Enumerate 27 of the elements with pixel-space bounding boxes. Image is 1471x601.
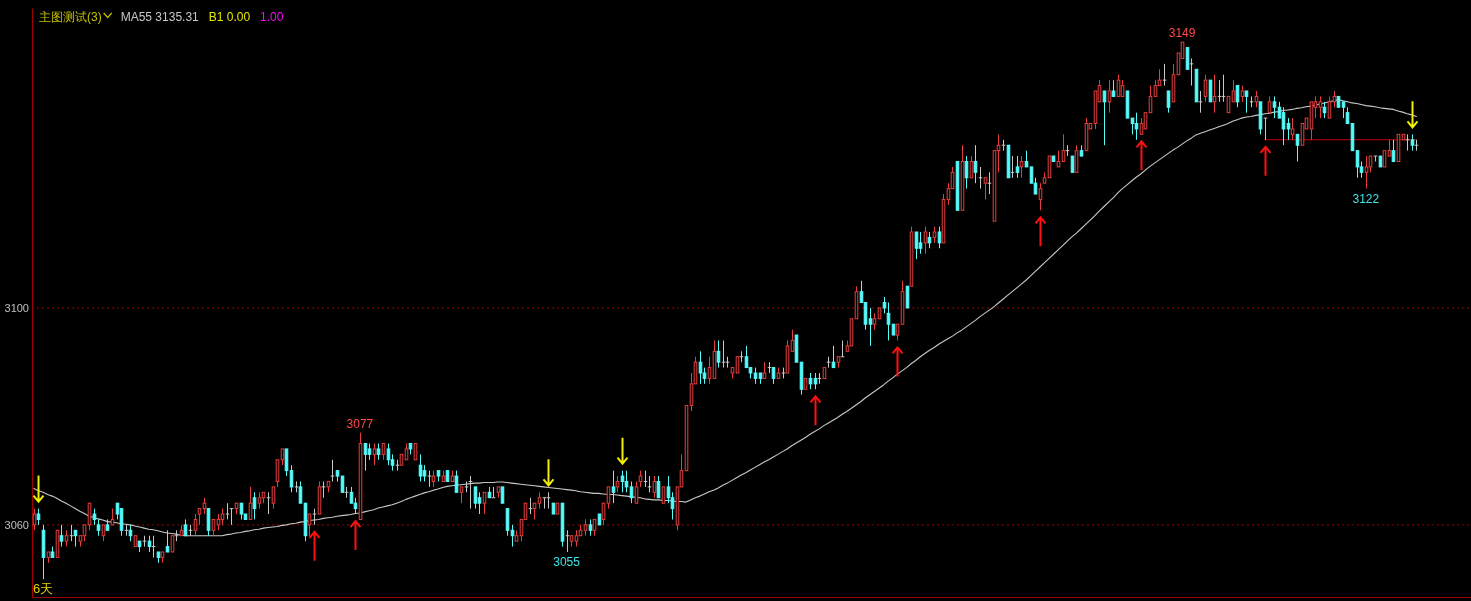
candlestick xyxy=(1015,155,1020,179)
candlestick xyxy=(1290,117,1295,141)
candlestick xyxy=(59,524,64,548)
annotation: B1 0.00 xyxy=(208,10,251,24)
text: MA55 3135.31 xyxy=(120,10,200,24)
text: 3055 xyxy=(553,554,580,569)
y-tick-label: 3060 xyxy=(4,518,29,531)
candlestick xyxy=(624,470,629,493)
candlestick xyxy=(983,177,988,200)
candlestick xyxy=(1208,79,1213,103)
annotation: 1.00 xyxy=(260,10,284,24)
candlestick xyxy=(1286,117,1291,141)
candlestick xyxy=(620,470,625,493)
candlestick xyxy=(165,529,170,553)
candlestick xyxy=(905,285,910,309)
x-axis-title: 6天 xyxy=(33,581,54,596)
candlestick xyxy=(1019,155,1024,179)
candlestick xyxy=(1244,90,1249,114)
y-tick-label: 3100 xyxy=(4,301,29,314)
chart-title: 主图测试(3) xyxy=(39,10,102,24)
candlestick xyxy=(307,513,312,537)
text: 3149 xyxy=(1168,26,1196,41)
text: 3077 xyxy=(346,416,374,431)
candlestick xyxy=(1185,47,1190,70)
candlestick xyxy=(1272,95,1277,119)
candlestick xyxy=(918,231,923,255)
text: 3122 xyxy=(1352,191,1380,206)
